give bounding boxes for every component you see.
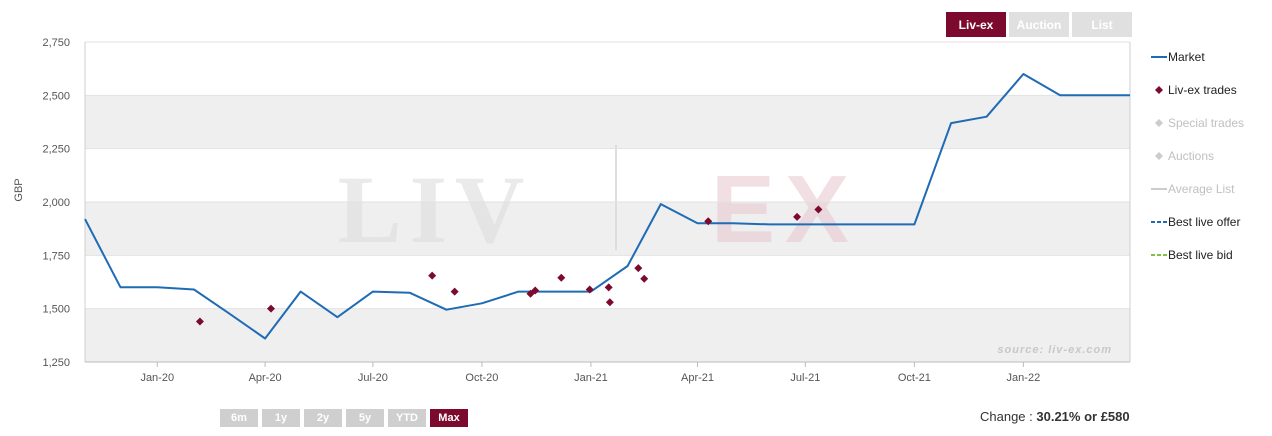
legend-best-live-offer[interactable]: Best live offer — [1150, 205, 1270, 238]
change-summary: Change : 30.21% or £580 — [980, 409, 1130, 424]
legend-label: Average List — [1168, 181, 1235, 196]
x-tick-label: Oct-20 — [465, 372, 498, 384]
plot-bands — [85, 95, 1130, 362]
trade-point — [814, 205, 823, 214]
range-2y-button[interactable]: 2y — [304, 409, 342, 427]
y-tick-label: 2,250 — [42, 144, 70, 156]
x-tick-label: Apr-21 — [681, 372, 714, 384]
legend-livex-trades[interactable]: Liv-ex trades — [1150, 73, 1270, 106]
legend-label: Special trades — [1168, 115, 1245, 130]
series-layer — [84, 73, 1130, 340]
legend-label: Best live offer — [1168, 214, 1241, 229]
tab-livex[interactable]: Liv-ex — [946, 12, 1006, 37]
source-credit: source: liv-ex.com — [997, 344, 1112, 356]
grid-lines — [84, 41, 1131, 363]
plot-band — [85, 308, 1130, 362]
trade-point — [640, 274, 649, 283]
x-tick-label: Jan-22 — [1007, 372, 1041, 384]
y-tick-label: 1,250 — [42, 357, 70, 369]
trade-point — [585, 285, 594, 294]
legend-average-list[interactable]: Average List — [1150, 172, 1270, 205]
diamond-icon — [1150, 118, 1168, 128]
watermark-ex: EX — [711, 156, 859, 263]
y-tick-label: 2,000 — [42, 197, 70, 209]
legend-auctions[interactable]: Auctions — [1150, 139, 1270, 172]
x-tick-label: Jul-21 — [790, 372, 820, 384]
trade-point — [557, 273, 566, 282]
market-series-line — [84, 73, 1130, 340]
trade-point — [450, 287, 459, 296]
trade-point — [634, 264, 643, 273]
trade-point — [428, 271, 437, 280]
range-max-button[interactable]: Max — [430, 409, 468, 427]
price-chart: LIV EX 1,250 1,500 1,750 2,000 2,250 2,500 2,75… — [13, 37, 1131, 384]
tab-auction[interactable]: Auction — [1009, 12, 1069, 37]
range-selector: 6m 1y 2y 5y YTD Max — [220, 409, 468, 427]
diamond-icon — [1150, 85, 1168, 95]
x-tick-label: Jan-21 — [574, 372, 608, 384]
legend-market[interactable]: Market — [1150, 40, 1270, 73]
legend-label: Market — [1168, 49, 1205, 64]
range-5y-button[interactable]: 5y — [346, 409, 384, 427]
x-tick-label: Apr-20 — [249, 372, 282, 384]
legend-label: Auctions — [1168, 148, 1215, 163]
legend-label: Best live bid — [1168, 247, 1233, 262]
trade-point — [604, 283, 613, 292]
legend-best-live-bid[interactable]: Best live bid — [1150, 238, 1270, 271]
watermark-liv: LIV — [338, 156, 533, 263]
x-tick-label: Jul-20 — [358, 372, 388, 384]
x-tick-label: Jan-20 — [140, 372, 174, 384]
x-axis: Jan-20 Apr-20 Jul-20 Oct-20 Jan-21 Apr-21 Jul-… — [140, 362, 1040, 384]
diamond-icon — [1150, 151, 1168, 161]
range-6m-button[interactable]: 6m — [220, 409, 258, 427]
plot-band — [85, 95, 1130, 149]
y-tick-label: 1,750 — [42, 250, 70, 262]
change-value: 30.21% or £580 — [1036, 409, 1130, 424]
dashed-line-icon — [1150, 220, 1168, 224]
livex-watermark: LIV EX — [338, 145, 859, 263]
trade-point — [267, 304, 276, 313]
source-tabs: Liv-ex Auction List — [946, 12, 1132, 37]
y-tick-label: 1,500 — [42, 304, 70, 316]
y-axis-title: GBP — [13, 178, 25, 201]
trade-point — [605, 298, 614, 307]
trade-point — [531, 286, 540, 295]
plot-band — [85, 202, 1130, 256]
y-tick-label: 2,750 — [42, 37, 70, 49]
line-icon — [1150, 187, 1168, 191]
legend-label: Liv-ex trades — [1168, 82, 1237, 97]
range-1y-button[interactable]: 1y — [262, 409, 300, 427]
y-tick-label: 2,500 — [42, 90, 70, 102]
trade-point — [793, 212, 802, 221]
x-tick-label: Oct-21 — [898, 372, 931, 384]
line-icon — [1150, 55, 1168, 59]
legend-special-trades[interactable]: Special trades — [1150, 106, 1270, 139]
dashed-line-icon — [1150, 253, 1168, 257]
range-ytd-button[interactable]: YTD — [388, 409, 426, 427]
y-axis: 1,250 1,500 1,750 2,000 2,250 2,500 2,750 — [42, 37, 70, 369]
change-label: Change : — [980, 409, 1037, 424]
trade-point — [195, 317, 204, 326]
trade-point — [704, 217, 713, 226]
tab-list[interactable]: List — [1072, 12, 1132, 37]
chart-legend: Market Liv-ex trades Special trades Auct… — [1150, 40, 1270, 271]
